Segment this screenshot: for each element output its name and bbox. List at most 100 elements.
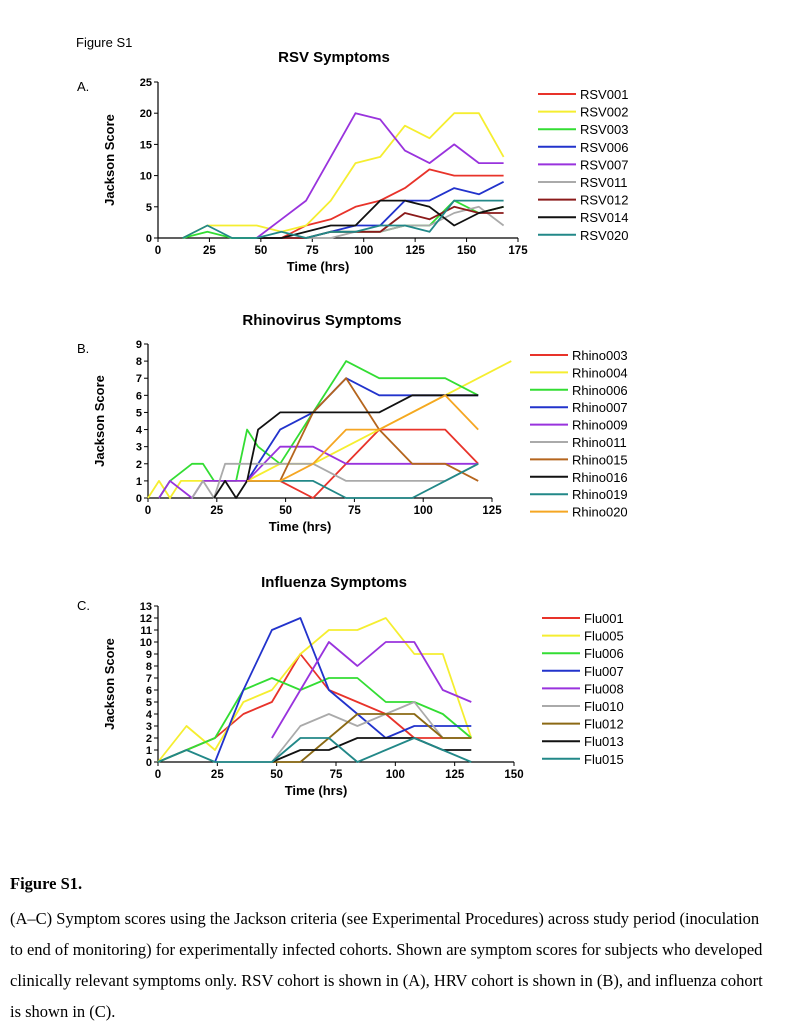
y-tick-label: 5 xyxy=(146,697,152,709)
legend-label-rsv001: RSV001 xyxy=(580,87,628,102)
legend-label-flu013: Flu013 xyxy=(584,734,624,749)
y-tick-label: 1 xyxy=(146,745,152,757)
x-tick-label: 50 xyxy=(279,505,292,517)
series-line-rhino015 xyxy=(247,377,479,482)
series-line-rsv012 xyxy=(256,205,504,239)
chart-title: Rhinovirus Symptoms xyxy=(242,312,401,329)
y-axis-label: Jackson Score xyxy=(92,375,107,467)
y-tick-label: 5 xyxy=(146,202,152,214)
y-tick-label: 7 xyxy=(146,673,152,685)
series-line-rhino006 xyxy=(158,360,479,499)
legend-label-rsv020: RSV020 xyxy=(580,228,628,243)
series-line-rsv002 xyxy=(182,112,505,239)
y-tick-label: 3 xyxy=(146,721,152,733)
legend-label-rhino020: Rhino020 xyxy=(572,505,628,520)
series-line-flu008 xyxy=(271,641,472,739)
x-axis-label: Time (hrs) xyxy=(285,783,348,798)
x-tick-label: 25 xyxy=(211,769,224,781)
y-tick-label: 12 xyxy=(140,613,152,625)
y-axis-label: Jackson Score xyxy=(102,638,117,730)
y-tick-label: 5 xyxy=(136,407,142,419)
legend-label-flu012: Flu012 xyxy=(584,717,624,732)
series-line-flu006 xyxy=(157,677,472,763)
y-axis-label: Jackson Score xyxy=(102,114,117,206)
legend-label-flu008: Flu008 xyxy=(584,681,624,696)
x-tick-label: 150 xyxy=(457,245,476,257)
series-line-rsv014 xyxy=(256,199,504,239)
legend-label-rhino003: Rhino003 xyxy=(572,348,628,363)
y-tick-label: 6 xyxy=(146,685,152,697)
series-line-rsv020 xyxy=(182,199,504,239)
caption-text: (A–C) Symptom scores using the Jackson c… xyxy=(10,909,763,1021)
x-tick-label: 0 xyxy=(155,245,161,257)
legend-label-flu005: Flu005 xyxy=(584,629,624,644)
series-line-flu012 xyxy=(271,713,472,763)
series-line-rhino016 xyxy=(213,394,479,499)
legend-label-flu006: Flu006 xyxy=(584,646,624,661)
series-line-flu005 xyxy=(157,617,473,763)
legend-label-flu007: Flu007 xyxy=(584,664,624,679)
y-tick-label: 25 xyxy=(140,77,152,89)
legend-label-rhino015: Rhino015 xyxy=(572,452,628,467)
y-tick-label: 13 xyxy=(140,601,152,613)
x-tick-label: 75 xyxy=(306,245,319,257)
legend-label-rhino004: Rhino004 xyxy=(572,365,628,380)
chart-title: Influenza Symptoms xyxy=(261,574,407,591)
series-line-rsv007 xyxy=(256,112,504,239)
series-line-flu015 xyxy=(157,737,472,763)
legend-label-rhino009: Rhino009 xyxy=(572,418,628,433)
x-tick-label: 125 xyxy=(445,769,465,781)
y-tick-label: 10 xyxy=(140,637,152,649)
y-tick-label: 6 xyxy=(136,390,142,402)
x-tick-label: 100 xyxy=(354,245,373,257)
y-tick-label: 2 xyxy=(146,733,152,745)
y-tick-label: 11 xyxy=(140,625,152,637)
legend-label-rhino011: Rhino011 xyxy=(572,435,627,450)
figure-caption: Figure S1. (A–C) Symptom scores using th… xyxy=(10,868,770,1027)
legend-label-rsv012: RSV012 xyxy=(580,193,628,208)
legend-label-flu015: Flu015 xyxy=(584,752,624,767)
y-tick-label: 10 xyxy=(140,171,152,183)
y-tick-label: 1 xyxy=(136,476,142,488)
y-tick-label: 9 xyxy=(136,339,142,351)
x-axis-label: Time (hrs) xyxy=(287,259,350,274)
series-line-rhino011 xyxy=(191,462,479,499)
x-axis-label: Time (hrs) xyxy=(269,519,332,534)
legend-label-rsv014: RSV014 xyxy=(580,210,628,225)
legend-label-rsv002: RSV002 xyxy=(580,105,628,120)
series-line-rhino003 xyxy=(247,428,479,499)
y-tick-label: 15 xyxy=(140,139,152,151)
legend-label-rhino006: Rhino006 xyxy=(572,383,628,398)
series-line-flu007 xyxy=(214,617,472,763)
legend-label-flu010: Flu010 xyxy=(584,699,624,714)
x-tick-label: 175 xyxy=(508,245,528,257)
series-line-rhino020 xyxy=(247,394,479,482)
y-tick-label: 3 xyxy=(136,442,142,454)
series-line-flu001 xyxy=(157,653,472,763)
x-tick-label: 125 xyxy=(482,505,502,517)
y-tick-label: 7 xyxy=(136,373,142,385)
x-tick-label: 125 xyxy=(406,245,426,257)
panel-letter-a: A. xyxy=(77,79,90,94)
legend-label-flu001: Flu001 xyxy=(584,611,624,626)
y-tick-label: 4 xyxy=(146,709,153,721)
x-tick-label: 100 xyxy=(386,769,405,781)
series-line-rhino019 xyxy=(247,463,479,499)
legend-label-rhino019: Rhino019 xyxy=(572,487,628,502)
y-tick-label: 2 xyxy=(136,459,142,471)
x-tick-label: 75 xyxy=(330,769,343,781)
series-line-flu010 xyxy=(271,701,472,763)
y-tick-label: 0 xyxy=(146,757,152,769)
panel-letter-b: B. xyxy=(77,341,90,356)
panel-letter-c: C. xyxy=(77,598,90,613)
x-tick-label: 50 xyxy=(254,245,267,257)
y-tick-label: 0 xyxy=(136,493,142,505)
legend-label-rhino007: Rhino007 xyxy=(572,400,628,415)
y-tick-label: 9 xyxy=(146,649,152,661)
figure-label: Figure S1 xyxy=(76,35,133,50)
legend-label-rsv007: RSV007 xyxy=(580,157,628,172)
chart-title: RSV Symptoms xyxy=(278,49,390,66)
x-tick-label: 50 xyxy=(270,769,283,781)
